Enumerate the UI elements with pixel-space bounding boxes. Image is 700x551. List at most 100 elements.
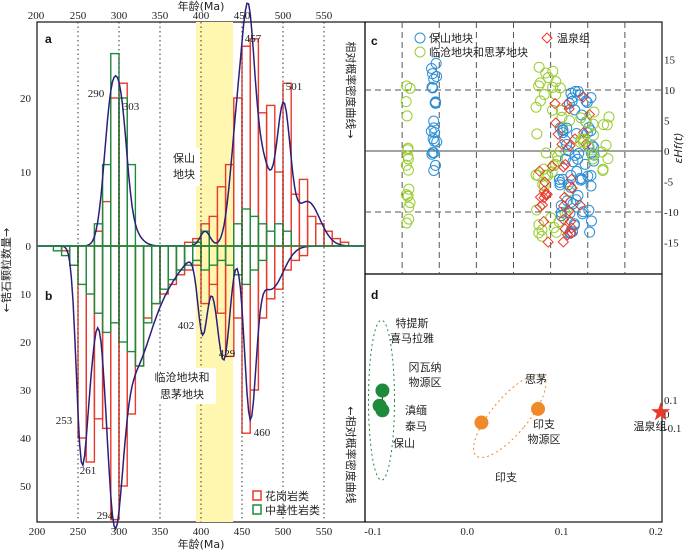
d-bottom-tick-0.1: 0.1 bbox=[555, 526, 569, 538]
pt-baoshan-a-2 bbox=[427, 133, 439, 145]
pt-wenquan-30 bbox=[541, 188, 553, 201]
pt-lincang-c-14 bbox=[597, 163, 609, 175]
c-tick--5: -5 bbox=[664, 177, 674, 189]
pt-wenquan-13 bbox=[542, 236, 554, 248]
d-label-5-0: 印支 bbox=[533, 418, 555, 431]
bottom-tick-550: 550 bbox=[316, 526, 333, 538]
left-lower-tick-40: 40 bbox=[20, 433, 32, 445]
bar-b-intermediate-8 bbox=[118, 245, 128, 343]
left-axis-title: ←锆石颗粒数量→ bbox=[0, 228, 13, 312]
pt-lincang-a-6 bbox=[403, 213, 415, 225]
left-upper-tick-0: 0 bbox=[26, 241, 32, 253]
peak-label-429: 429 bbox=[219, 348, 236, 360]
pt-lincang-b-2 bbox=[538, 163, 550, 175]
pt-lincang-b-35 bbox=[533, 219, 545, 231]
bar-b-granite-6 bbox=[110, 245, 120, 521]
bar-b-granite-2 bbox=[77, 245, 87, 439]
pt-baoshan-b-67 bbox=[554, 179, 566, 191]
pt-baoshan-a-15 bbox=[428, 122, 440, 134]
legend-a: 花岗岩类 中基性岩类 bbox=[252, 489, 320, 517]
bar-b-intermediate-13 bbox=[159, 245, 169, 290]
top-tick-400: 400 bbox=[193, 10, 210, 22]
bar-b-granite-28 bbox=[290, 245, 301, 262]
pt-wenquan-6 bbox=[559, 223, 571, 235]
pt-wenquan-29 bbox=[538, 215, 550, 228]
bar-b-intermediate-11 bbox=[142, 245, 153, 324]
pt-lincang-a-12 bbox=[400, 159, 412, 171]
d-right-tick-0.1: 0.1 bbox=[664, 395, 678, 407]
panel-d-letter: d bbox=[371, 288, 378, 302]
bar-b-intermediate-7 bbox=[110, 245, 120, 324]
c-tick-0: 0 bbox=[664, 146, 670, 158]
bottom-tick-250: 250 bbox=[70, 526, 87, 538]
legend-wenquan-label: 温泉组 bbox=[557, 31, 590, 45]
legend-lincang-label: 临沧地块和思茅地块 bbox=[429, 45, 528, 59]
annotation-baoshan: 保山 地块 bbox=[168, 148, 200, 186]
pt-lincang-a-8 bbox=[403, 201, 415, 213]
top-tick-450: 450 bbox=[234, 10, 251, 22]
lower-right-axis-title: ←相对概率密度曲线 bbox=[344, 406, 358, 503]
bar-b-granite-5 bbox=[101, 245, 112, 430]
bar-b-granite-10 bbox=[142, 245, 153, 319]
pt-baoshan-b-55 bbox=[573, 147, 585, 159]
pt-lincang-b-8 bbox=[547, 81, 559, 93]
panel-d-frame bbox=[364, 273, 663, 523]
ellipse-gondwana bbox=[367, 319, 395, 481]
bar-b-intermediate-10 bbox=[134, 245, 145, 367]
bar-b-intermediate-4 bbox=[85, 245, 96, 295]
panel-b-letter: b bbox=[45, 289, 52, 303]
panel-c-grid bbox=[365, 22, 662, 274]
pt-lincang-a-4 bbox=[402, 164, 414, 176]
bar-b-intermediate-5 bbox=[93, 245, 104, 314]
bar-b-intermediate-6 bbox=[101, 245, 112, 334]
d-label-2-0: 滇缅 bbox=[405, 403, 427, 417]
bar-b-granite-24 bbox=[257, 245, 268, 319]
pt-lincang-b-38 bbox=[546, 166, 558, 178]
pt-lincang-a-16 bbox=[401, 80, 413, 92]
pt-baoshan-a-21 bbox=[430, 97, 442, 109]
pt-baoshan-a-20 bbox=[431, 71, 443, 83]
bar-a-granite-2 bbox=[110, 97, 120, 247]
pt-baoshan-a-1 bbox=[426, 81, 438, 93]
pt-baoshan-b-25 bbox=[585, 147, 597, 159]
pt-lincang-a-5 bbox=[401, 110, 413, 122]
pt-wenquan-34 bbox=[557, 161, 570, 173]
bar-b-intermediate-25 bbox=[257, 245, 268, 262]
peak-label-294: 294 bbox=[97, 510, 114, 522]
pt-lincang-c-12 bbox=[575, 112, 587, 124]
peak-label-501: 501 bbox=[286, 81, 303, 93]
pt-baoshan-a-18 bbox=[427, 82, 439, 94]
pt-wenquan-7 bbox=[533, 165, 546, 177]
d-label-2-1: 泰马 bbox=[405, 419, 427, 433]
peak-label-402: 402 bbox=[178, 320, 195, 332]
annotation-lincang: 临沧地块和 思茅地块 bbox=[150, 368, 216, 404]
pt-lincang-b-0 bbox=[550, 226, 562, 238]
top-axis-title: 年龄(Ma) bbox=[178, 0, 225, 13]
pt-baoshan-b-58 bbox=[572, 153, 584, 165]
pt-wenquan-18 bbox=[565, 227, 578, 239]
d-bottom-tick--0.1: -0.1 bbox=[364, 526, 381, 538]
d-label-1-1: 物源区 bbox=[409, 375, 442, 389]
peak-label-460: 460 bbox=[254, 427, 271, 439]
pt-baoshan-b-18 bbox=[553, 173, 565, 185]
pt-lincang-a-15 bbox=[403, 183, 415, 195]
pt-wenquan-10 bbox=[538, 192, 550, 204]
dot-green-0 bbox=[375, 383, 390, 398]
pt-lincang-b-44 bbox=[547, 65, 559, 77]
pt-lincang-a-11 bbox=[404, 82, 416, 94]
pt-lincang-b-25 bbox=[536, 230, 548, 242]
panel-c-letter: c bbox=[371, 34, 378, 48]
bar-a-granite-20 bbox=[315, 223, 325, 247]
annotation-baoshan-l1: 保山 bbox=[173, 151, 195, 165]
d-label-7-0: 温泉组 bbox=[634, 419, 667, 433]
bar-a-intermediate-9 bbox=[249, 215, 260, 247]
pt-wenquan-39 bbox=[565, 173, 578, 186]
panel-c-points bbox=[400, 57, 615, 248]
pt-lincang-b-41 bbox=[534, 77, 546, 89]
bottom-tick-400: 400 bbox=[193, 526, 210, 538]
bar-a-granite-11 bbox=[241, 45, 251, 247]
pt-wenquan-38 bbox=[574, 199, 586, 211]
pt-wenquan-3 bbox=[546, 160, 558, 172]
pt-wenquan-36 bbox=[552, 128, 564, 140]
pt-baoshan-a-17 bbox=[429, 159, 441, 171]
